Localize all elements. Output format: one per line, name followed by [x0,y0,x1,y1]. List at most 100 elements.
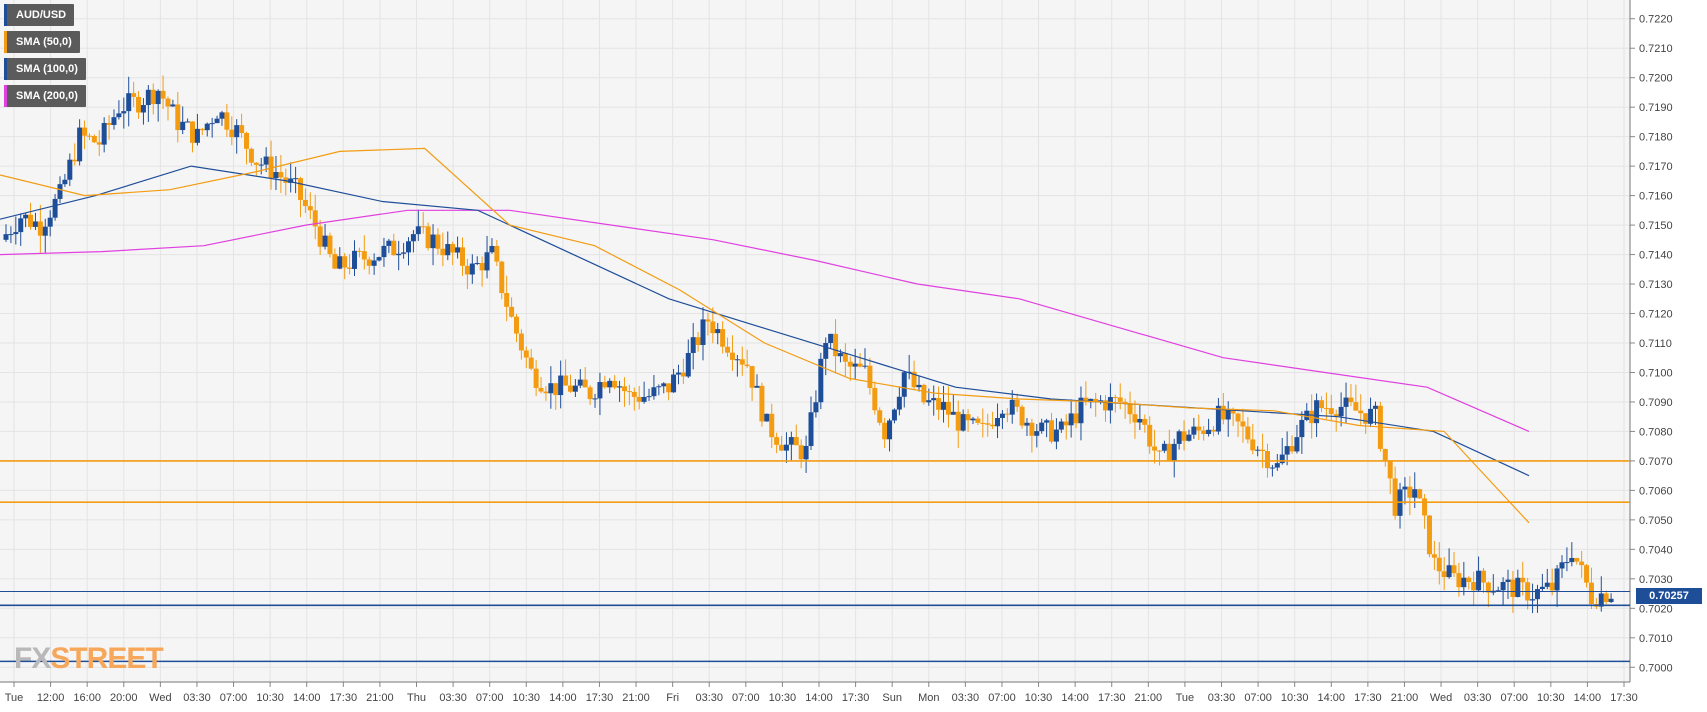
candle-down [1157,450,1163,452]
candle-down [744,364,750,367]
candle-down [317,226,323,247]
y-tick-label: 0.7030 [1639,574,1673,586]
candle-up [641,396,647,402]
candle-down [626,391,632,393]
candle-up [1269,467,1275,469]
candle-up [47,217,53,227]
y-tick-label: 0.7130 [1639,279,1673,291]
candle-up [180,121,186,131]
candle-up [1098,400,1104,402]
candle-down [798,445,804,460]
x-tick-label: 03:30 [952,692,980,704]
y-tick-label: 0.7170 [1639,161,1673,173]
candle-up [1068,413,1074,426]
candle-down [705,319,711,322]
candle-down [1196,426,1202,431]
legend-swatch [4,58,7,80]
candle-up [140,105,146,113]
x-tick-label: 14:00 [1574,692,1602,704]
candle-down [342,256,348,268]
candle-up [1299,419,1305,438]
x-tick-label: 20:00 [110,692,138,704]
legend: AUD/USD SMA (50,0) SMA (100,0) SMA (200,… [4,4,86,112]
candle-up [67,159,73,180]
legend-label: SMA (200,0) [16,90,78,102]
candle-up [1343,397,1349,407]
candle-down [1363,413,1369,424]
candle-down [882,422,888,440]
candle-up [484,252,490,271]
candle-up [558,375,564,396]
x-tick-label: 07:00 [476,692,504,704]
candle-down [621,386,627,392]
candle-down [567,385,573,392]
y-tick-label: 0.7200 [1639,73,1673,85]
candle-down [435,234,441,249]
candle-down [199,128,205,131]
legend-swatch [4,31,7,53]
candle-down [91,135,97,143]
candle-up [371,260,377,266]
candle-down [779,444,785,451]
x-tick-label: 14:00 [1061,692,1089,704]
candle-down [450,244,456,253]
candle-down [1579,561,1585,566]
candle-down [1441,571,1447,578]
candle-up [1539,586,1545,590]
y-tick-label: 0.7050 [1639,515,1673,527]
x-tick-label: 03:30 [183,692,211,704]
candle-down [955,411,961,431]
candle-up [396,253,402,256]
candle-down [1328,408,1334,415]
x-tick-label: Thu [407,692,426,704]
candle-up [1009,399,1015,415]
legend-item-sma200[interactable]: SMA (200,0) [4,85,86,107]
candle-up [111,117,117,125]
x-tick-label: Tue [5,692,24,704]
candle-up [430,234,436,249]
logo-part-fx: FX [14,642,51,675]
x-tick-label: 21:00 [622,692,650,704]
candle-up [1284,446,1290,455]
candle-up [469,263,475,275]
candle-up [1053,429,1059,442]
candle-down [150,89,156,105]
candle-down [366,259,372,266]
candle-up [170,104,176,107]
legend-item-sma50[interactable]: SMA (50,0) [4,31,80,53]
candle-up [1314,400,1320,424]
candle-down [1471,582,1477,591]
candle-down [523,350,529,358]
candle-up [901,372,907,397]
candle-up [852,363,858,367]
candle-up [808,412,814,446]
legend-item-audusd[interactable]: AUD/USD [4,4,75,26]
x-tick-label: 07:00 [988,692,1016,704]
candle-up [401,252,407,254]
candle-down [268,156,274,179]
logo-part-street: STREET [50,642,163,675]
candle-up [23,214,29,219]
candle-up [950,411,956,415]
candle-down [298,178,304,200]
sma100-line [0,165,1530,477]
candle-down [1426,515,1432,555]
candle-down [332,254,338,269]
candle-down [440,248,446,256]
candle-up [121,111,127,114]
candle-down [190,121,196,143]
candle-down [990,424,996,427]
candle-up [715,329,721,334]
candle-down [538,387,544,392]
candle-up [1569,557,1575,563]
candle-down [327,235,333,255]
candle-up [818,358,824,403]
fxstreet-logo: FXSTREET [14,642,164,676]
candle-down [1019,406,1025,426]
legend-item-sma100[interactable]: SMA (100,0) [4,58,86,80]
candle-down [612,380,618,388]
candle-up [62,179,68,185]
candle-down [1466,577,1472,583]
y-tick-label: 0.7120 [1639,309,1673,321]
candle-down [582,379,588,388]
